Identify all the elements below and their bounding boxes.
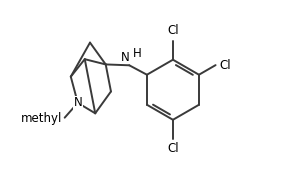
Text: Cl: Cl: [167, 142, 179, 155]
Text: Cl: Cl: [167, 24, 179, 37]
Text: H: H: [133, 47, 142, 60]
Text: N: N: [121, 51, 130, 64]
Text: N: N: [73, 96, 82, 109]
Text: methyl: methyl: [21, 112, 63, 125]
Text: Cl: Cl: [220, 59, 231, 72]
